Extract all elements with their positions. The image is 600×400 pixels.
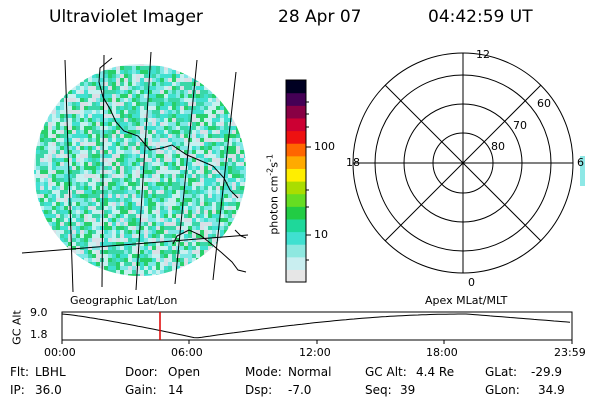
mlat-label-60: 60	[537, 97, 551, 110]
mlt-label-0: 0	[468, 276, 475, 289]
time-tick-1200: 12:00	[299, 346, 331, 359]
door-value: Open	[168, 365, 201, 379]
seq-label: Seq:	[365, 383, 392, 397]
gc-alt-ylabel: GC Alt	[10, 310, 24, 345]
colorbar-tick-100: 100	[314, 140, 335, 153]
time-tick-2359: 23:59	[554, 346, 586, 359]
time-tick-0600: 06:00	[171, 346, 203, 359]
gain-value: 14	[168, 383, 184, 397]
colorbar	[286, 80, 306, 283]
gcalt-value: 4.4 Re	[416, 365, 455, 379]
mode-value: Normal	[288, 365, 332, 379]
gc-alt-tick-min: 1.8	[30, 328, 48, 341]
mode-label: Mode:	[245, 365, 282, 379]
colorbar-tick-10: 10	[314, 228, 328, 241]
coastline	[98, 57, 247, 273]
colorbar-label: photon cm-2s-1	[265, 154, 281, 235]
glon-value: 34.9	[538, 383, 565, 397]
gc-alt-tick-max: 9.0	[30, 306, 48, 319]
geographic-grid	[21, 51, 249, 293]
observation-date: 28 Apr 07	[278, 7, 362, 27]
mlt-label-12: 12	[476, 48, 490, 61]
mlt-label-6: 6	[577, 156, 584, 169]
flt-label: Flt:	[10, 365, 29, 379]
dsp-value: -7.0	[288, 383, 312, 397]
observation-time: 04:42:59 UT	[428, 7, 533, 27]
mlt-label-18: 18	[346, 156, 360, 169]
polar-grid	[352, 52, 574, 274]
geographic-panel-label: Geographic Lat/Lon	[70, 294, 178, 307]
gc-alt-curve	[61, 313, 571, 339]
instrument-title: Ultraviolet Imager	[49, 7, 203, 27]
flt-value: LBHL	[35, 365, 66, 379]
seq-value: 39	[400, 383, 416, 397]
geographic-image	[34, 64, 246, 276]
apex-panel-label: Apex MLat/MLT	[425, 294, 508, 307]
door-label: Door:	[125, 365, 158, 379]
mlat-label-80: 80	[491, 140, 505, 153]
glon-label: GLon:	[485, 383, 520, 397]
ip-label: IP:	[10, 383, 25, 397]
time-tick-1800: 18:00	[426, 346, 458, 359]
time-tick-0000: 00:00	[44, 346, 76, 359]
dsp-label: Dsp:	[245, 383, 273, 397]
glat-value: -29.9	[531, 365, 563, 379]
polar-image-edge	[580, 156, 585, 186]
glat-label: GLat:	[485, 365, 518, 379]
gcalt-label: GC Alt:	[365, 365, 407, 379]
gain-label: Gain:	[125, 383, 157, 397]
mlat-label-70: 70	[513, 119, 527, 132]
ip-value: 36.0	[35, 383, 62, 397]
